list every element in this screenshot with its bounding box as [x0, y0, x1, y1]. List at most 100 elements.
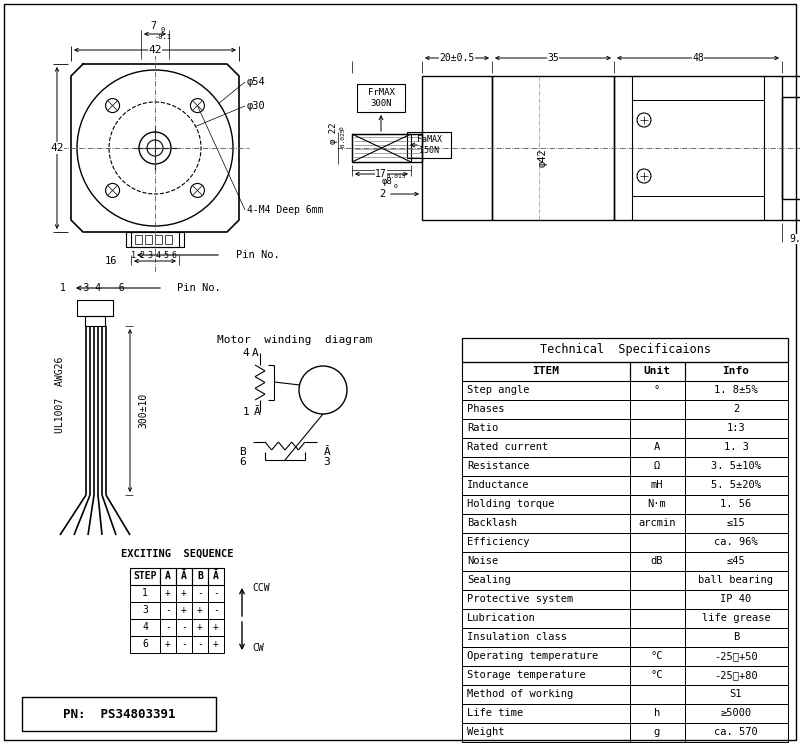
- Text: CW: CW: [252, 643, 264, 653]
- Text: 2: 2: [379, 189, 385, 199]
- Text: Ă: Ă: [213, 571, 219, 581]
- Bar: [176, 619, 192, 636]
- Text: Resistance: Resistance: [467, 461, 530, 471]
- Text: -0.015: -0.015: [384, 175, 406, 179]
- Text: -: -: [197, 588, 203, 598]
- Bar: [176, 636, 192, 653]
- Bar: [357, 84, 405, 112]
- Bar: [685, 571, 788, 590]
- Text: 0: 0: [161, 27, 165, 33]
- Text: A: A: [165, 571, 171, 581]
- Bar: [462, 495, 630, 514]
- Text: Weight: Weight: [467, 727, 505, 737]
- Bar: [630, 438, 685, 457]
- Text: +: +: [165, 588, 171, 598]
- Text: Phases: Phases: [467, 404, 505, 414]
- Bar: [462, 666, 630, 685]
- Bar: [176, 585, 192, 602]
- Bar: [192, 568, 208, 585]
- Text: N·m: N·m: [648, 499, 666, 509]
- Text: dB: dB: [650, 556, 663, 566]
- Text: 16: 16: [105, 256, 118, 266]
- Bar: [685, 533, 788, 552]
- Text: A: A: [654, 442, 660, 452]
- Bar: [462, 476, 630, 495]
- Bar: [208, 602, 224, 619]
- Bar: [685, 419, 788, 438]
- Text: 1. 56: 1. 56: [720, 499, 752, 509]
- Bar: [126, 232, 184, 247]
- Bar: [208, 585, 224, 602]
- Text: Insulation class: Insulation class: [467, 632, 567, 642]
- Text: 5: 5: [163, 251, 169, 260]
- Text: φ 22: φ 22: [330, 122, 338, 144]
- Bar: [630, 571, 685, 590]
- Text: °C: °C: [650, 670, 663, 680]
- Text: A: A: [252, 348, 258, 358]
- Bar: [145, 235, 152, 244]
- Bar: [685, 666, 788, 685]
- Text: -: -: [197, 639, 203, 649]
- Bar: [462, 514, 630, 533]
- Text: +: +: [213, 622, 219, 632]
- Bar: [630, 400, 685, 419]
- Text: 7: 7: [150, 21, 156, 31]
- Text: +: +: [197, 605, 203, 615]
- Bar: [176, 568, 192, 585]
- Text: IP 40: IP 40: [720, 594, 752, 604]
- Bar: [630, 514, 685, 533]
- Text: Pin No.: Pin No.: [177, 283, 221, 293]
- Bar: [462, 704, 630, 723]
- Bar: [208, 568, 224, 585]
- Text: ≤45: ≤45: [726, 556, 746, 566]
- Bar: [630, 495, 685, 514]
- Text: 0: 0: [393, 185, 397, 190]
- Text: 6: 6: [142, 639, 148, 649]
- Bar: [192, 602, 208, 619]
- Bar: [352, 134, 422, 162]
- Text: Ā: Ā: [254, 407, 260, 417]
- Text: Ā: Ā: [181, 571, 187, 581]
- Text: φ54: φ54: [247, 77, 266, 87]
- Bar: [685, 476, 788, 495]
- Text: S1: S1: [730, 689, 742, 699]
- Bar: [462, 628, 630, 647]
- Bar: [130, 619, 160, 636]
- Text: 4: 4: [242, 348, 250, 358]
- Text: +: +: [213, 639, 219, 649]
- Text: 1:3: 1:3: [726, 423, 746, 433]
- Bar: [422, 76, 492, 220]
- Text: 42: 42: [50, 143, 64, 153]
- Bar: [630, 666, 685, 685]
- Text: 42: 42: [148, 45, 162, 55]
- Text: Technical  Specificaions: Technical Specificaions: [539, 344, 710, 356]
- Text: Ratio: Ratio: [467, 423, 498, 433]
- Text: -: -: [181, 639, 187, 649]
- Bar: [685, 438, 788, 457]
- Bar: [160, 619, 176, 636]
- Text: FrMAX
300N: FrMAX 300N: [367, 89, 394, 108]
- Text: 0: 0: [339, 126, 345, 130]
- Bar: [462, 552, 630, 571]
- Bar: [630, 457, 685, 476]
- Text: B: B: [197, 571, 203, 581]
- Bar: [630, 381, 685, 400]
- Text: B: B: [733, 632, 739, 642]
- Bar: [492, 76, 614, 220]
- Bar: [352, 134, 411, 162]
- Bar: [685, 514, 788, 533]
- Bar: [630, 552, 685, 571]
- Text: Lubrication: Lubrication: [467, 613, 536, 623]
- Text: 4: 4: [142, 622, 148, 632]
- Bar: [630, 419, 685, 438]
- Text: Ω: Ω: [654, 461, 660, 471]
- Text: +: +: [197, 622, 203, 632]
- Bar: [135, 235, 142, 244]
- Text: 6: 6: [240, 457, 246, 467]
- Bar: [160, 568, 176, 585]
- Text: -0.025: -0.025: [339, 126, 345, 150]
- Bar: [462, 609, 630, 628]
- Text: h: h: [654, 708, 660, 718]
- Text: 3: 3: [324, 457, 330, 467]
- Bar: [462, 723, 630, 742]
